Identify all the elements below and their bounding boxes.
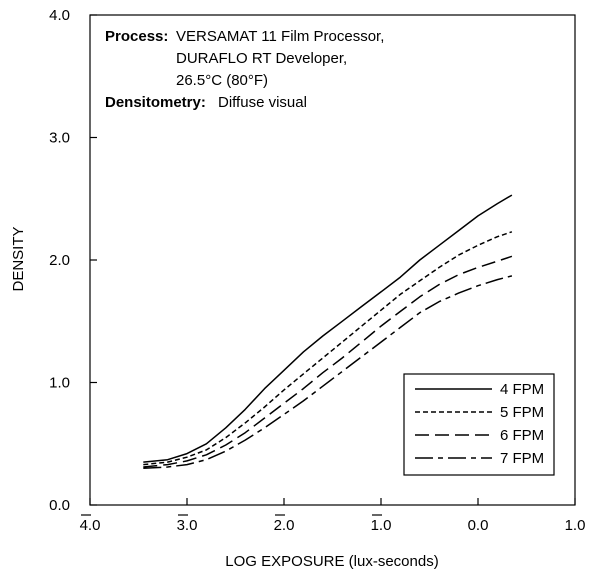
x-tick-label: 3.0	[177, 517, 198, 534]
legend-label: 4 FPM	[500, 381, 544, 398]
legend-entries: 4 FPM 5 FPM 6 FPM 7 FPM	[415, 381, 544, 467]
x-tick-label: 2.0	[274, 517, 295, 534]
curve-5-fpm	[143, 231, 513, 466]
x-tick-label: 1.0	[371, 517, 392, 534]
curve-6-fpm	[143, 255, 513, 468]
x-tick-label: 4.0	[80, 517, 101, 534]
x-tick-label: 1.0	[565, 517, 586, 534]
process-label: Process:	[105, 28, 168, 45]
legend: 4 FPM 5 FPM 6 FPM 7 FPM	[403, 373, 555, 476]
process-annotation: Process: VERSAMAT 11 Film Processor, DUR…	[105, 28, 384, 111]
y-tick-label: 4.0	[49, 7, 70, 24]
x-axis-title: LOG EXPOSURE (lux-seconds)	[225, 553, 438, 570]
process-line-2: DURAFLO RT Developer,	[176, 50, 347, 67]
x-tick-label: 0.0	[468, 517, 489, 534]
curve-series	[143, 194, 513, 470]
y-axis-title: DENSITY	[10, 226, 27, 291]
legend-label: 5 FPM	[500, 404, 544, 421]
densitometry-label: Densitometry:	[105, 94, 206, 111]
axis-tick-labels: 4.0 3.0 2.0 1.0 0.0 1.0 0.0 1.0 2.0 3.0 4.0	[49, 7, 585, 534]
process-line-1: VERSAMAT 11 Film Processor,	[176, 28, 384, 45]
curve-7-fpm	[143, 275, 513, 470]
curve-4-fpm	[143, 194, 513, 463]
y-tick-label: 1.0	[49, 375, 70, 392]
axis-ticks	[89, 14, 576, 506]
densitometry-value: Diffuse visual	[218, 94, 307, 111]
legend-label: 7 FPM	[500, 450, 544, 467]
process-line-3: 26.5°C (80°F)	[176, 72, 268, 89]
y-tick-label: 3.0	[49, 130, 70, 147]
y-tick-label: 2.0	[49, 252, 70, 269]
y-tick-label: 0.0	[49, 497, 70, 514]
legend-label: 6 FPM	[500, 427, 544, 444]
